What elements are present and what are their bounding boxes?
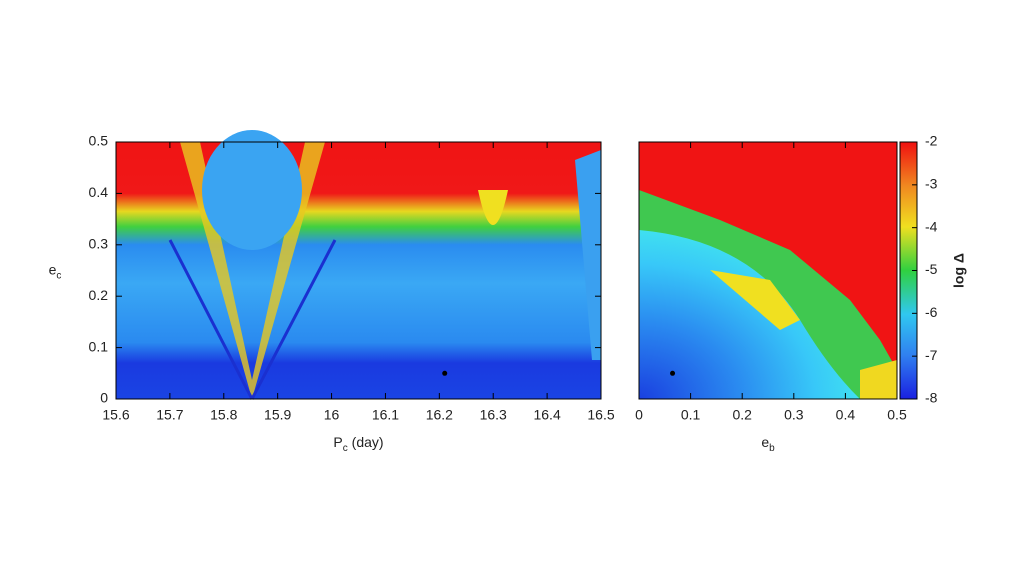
y-tick-label: 0.1 — [89, 338, 109, 354]
y-axis-label: ec — [49, 261, 62, 281]
x-tick-label: 16.1 — [372, 407, 399, 423]
colorbar-tick-label: -8 — [925, 390, 938, 406]
label-part: e — [761, 434, 769, 450]
heatmap-left — [116, 130, 601, 400]
colorbar-tick-label: -2 — [925, 133, 938, 149]
label-part: e — [49, 261, 57, 277]
colorbar-tick-label: -7 — [925, 347, 938, 363]
x-tick-label: 16 — [324, 407, 340, 423]
y-tick-label: 0 — [100, 390, 108, 406]
x-tick-label: 0.4 — [836, 407, 856, 423]
marker — [442, 370, 448, 376]
y-tick-label: 0.2 — [89, 287, 109, 303]
y-tick-label: 0.5 — [89, 133, 109, 149]
x-tick-label: 0.1 — [681, 407, 701, 423]
x-tick-label: 15.7 — [156, 407, 183, 423]
colorbar-tick-label: -4 — [925, 218, 938, 234]
x-tick-label: 0 — [635, 407, 643, 423]
label-part: (day) — [348, 434, 384, 450]
x-tick-label: 16.4 — [533, 407, 560, 423]
subscript: c — [343, 443, 348, 454]
colorbar-tick-label: -6 — [925, 304, 938, 320]
plot-frame — [115, 141, 602, 400]
x-tick-label: 0.2 — [732, 407, 752, 423]
marker — [670, 370, 676, 376]
x-tick-label: 16.3 — [480, 407, 507, 423]
y-tick-label: 0.4 — [89, 184, 109, 200]
x-tick-label: 15.6 — [102, 407, 129, 423]
x-tick-label: 16.5 — [587, 407, 614, 423]
x-axis-label: eb — [761, 434, 775, 454]
heatmap-right — [639, 142, 897, 399]
plot-frame — [638, 141, 898, 400]
y-tick-label: 0.3 — [89, 236, 109, 252]
x-tick-label: 0.5 — [887, 407, 907, 423]
x-axis-label: Pc (day) — [333, 434, 383, 454]
subscript: b — [769, 443, 775, 454]
subscript: c — [56, 270, 61, 281]
x-tick-label: 0.3 — [784, 407, 804, 423]
colorbar-label: log Δ — [951, 253, 967, 288]
x-tick-label: 15.8 — [210, 407, 237, 423]
x-tick-label: 15.9 — [264, 407, 291, 423]
colorbar-tick-label: -3 — [925, 176, 938, 192]
x-tick-label: 16.2 — [426, 407, 453, 423]
colorbar-tick-label: -5 — [925, 261, 938, 277]
colorbar — [900, 142, 917, 399]
label-part: P — [333, 434, 342, 450]
